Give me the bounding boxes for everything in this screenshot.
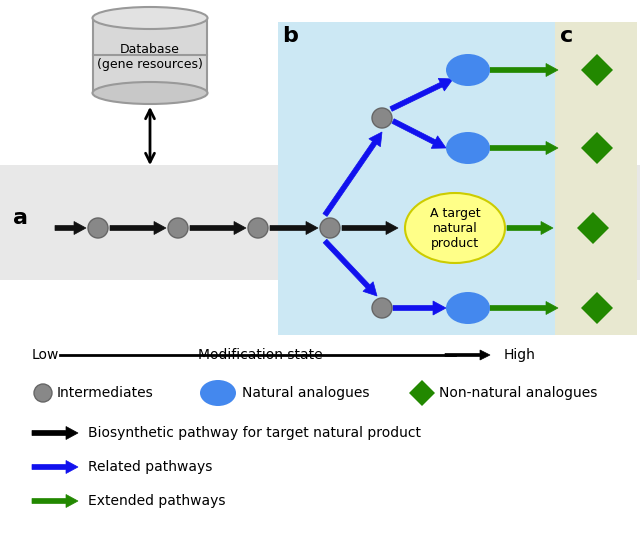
Circle shape (168, 218, 188, 238)
Text: A target
natural
product: A target natural product (429, 207, 480, 250)
Ellipse shape (446, 54, 490, 86)
Polygon shape (32, 495, 78, 507)
Polygon shape (445, 350, 490, 360)
Polygon shape (581, 54, 613, 86)
Polygon shape (409, 380, 435, 406)
Bar (0, 165, 640, 280)
Polygon shape (32, 426, 78, 439)
Circle shape (88, 218, 108, 238)
Bar (278, 22, 555, 335)
Text: High: High (504, 348, 536, 362)
Text: a: a (13, 208, 28, 228)
Circle shape (372, 298, 392, 318)
Circle shape (320, 218, 340, 238)
Polygon shape (581, 292, 613, 324)
Polygon shape (490, 301, 558, 315)
Polygon shape (32, 461, 78, 474)
Polygon shape (577, 212, 609, 244)
Text: Low: Low (32, 348, 60, 362)
Bar (555, 22, 637, 335)
Polygon shape (390, 78, 453, 111)
Text: Related pathways: Related pathways (88, 460, 212, 474)
Ellipse shape (93, 7, 207, 29)
Circle shape (372, 108, 392, 128)
Circle shape (248, 218, 268, 238)
Polygon shape (490, 142, 558, 155)
Text: c: c (560, 26, 573, 46)
Ellipse shape (200, 380, 236, 406)
Text: Biosynthetic pathway for target natural product: Biosynthetic pathway for target natural … (88, 426, 421, 440)
Polygon shape (110, 221, 166, 235)
Polygon shape (55, 221, 86, 235)
Text: b: b (282, 26, 298, 46)
Polygon shape (190, 221, 246, 235)
Text: Natural analogues: Natural analogues (242, 386, 369, 400)
Polygon shape (323, 132, 382, 216)
Polygon shape (581, 132, 613, 164)
Ellipse shape (446, 132, 490, 164)
Polygon shape (270, 221, 318, 235)
Text: Modification state: Modification state (198, 348, 323, 362)
Ellipse shape (93, 82, 207, 104)
Text: Database
(gene resources): Database (gene resources) (97, 43, 203, 71)
Text: Intermediates: Intermediates (57, 386, 154, 400)
Bar (93, 18, 208, 93)
Circle shape (34, 384, 52, 402)
Polygon shape (392, 119, 446, 148)
Polygon shape (393, 301, 446, 315)
Polygon shape (507, 221, 553, 235)
Polygon shape (490, 63, 558, 76)
Text: Extended pathways: Extended pathways (88, 494, 225, 508)
Polygon shape (342, 221, 398, 235)
Ellipse shape (446, 292, 490, 324)
Ellipse shape (405, 193, 505, 263)
Text: Non-natural analogues: Non-natural analogues (439, 386, 597, 400)
Polygon shape (323, 240, 377, 296)
